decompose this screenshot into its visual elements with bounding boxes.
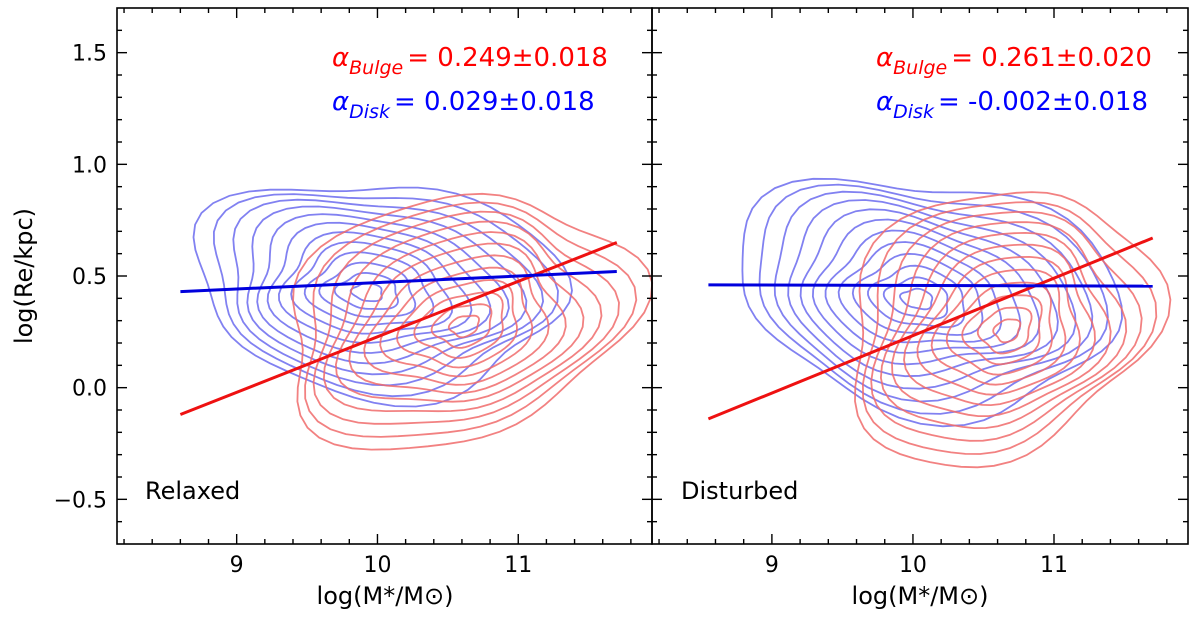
x-tick-label: 11	[504, 553, 532, 578]
x-axis-title-left: log(M*/M⊙)	[317, 582, 454, 610]
bulge-contour-level-7	[916, 255, 1081, 396]
panel-relaxed: 9 10 11−0.50.00.51.01.5 Relaxed αBulge = 0.…	[54, 7, 654, 578]
bulge-contour-level-12	[447, 314, 480, 339]
bulge-contour-level-8	[930, 268, 1067, 386]
bulge-fit-line	[179, 241, 618, 416]
bulge-contour-level-3	[312, 210, 620, 425]
disk-fit-line	[180, 270, 617, 294]
bulge-contour-level-5	[334, 231, 585, 403]
alpha-subscript: Disk	[349, 101, 391, 123]
bulge-contour-level-11	[976, 306, 1033, 355]
alpha-bulge-annotation: αBulge = 0.261±0.020	[876, 43, 1152, 79]
bulge-contour-level-9	[945, 281, 1053, 376]
y-tick-label: 0.0	[72, 377, 107, 402]
disk-contour-level-2	[758, 183, 1109, 415]
x-tick-label: 11	[1040, 553, 1068, 578]
bulge-contour-level-12	[992, 318, 1022, 344]
disk-contour-level-4	[246, 205, 528, 376]
alpha-value: = 0.029±0.018	[394, 87, 595, 117]
bulge-contour-level-5	[891, 231, 1112, 417]
x-axis-title-right: log(M*/M⊙)	[852, 582, 989, 610]
contour-layer	[741, 177, 1172, 469]
bulge-contour-level-6	[903, 243, 1096, 407]
bulge-contour-level-10	[961, 294, 1043, 366]
alpha-symbol: α	[332, 43, 349, 73]
tick-layer: 9 10 11	[652, 8, 1188, 578]
panel-disturbed: 9 10 11 Disturbed αBulge = 0.261±0.020 αDis…	[651, 7, 1189, 578]
y-tick-label: 0.5	[72, 265, 107, 290]
alpha-bulge-annotation: αBulge = 0.249±0.018	[332, 43, 608, 79]
tick-layer: 9 10 11 −0.5 0.0 0.5 1.0 1.5	[54, 8, 652, 578]
disk-contour-level-1	[192, 186, 573, 408]
disk-contour-level-3	[232, 198, 545, 387]
contour-layer	[192, 186, 654, 451]
bulge-contour-level-4	[322, 220, 603, 413]
disk-contour-level-12	[899, 287, 934, 311]
disk-fit-line	[708, 283, 1153, 288]
disk-contour-level-1	[741, 177, 1123, 428]
y-axis-title: log(Re/kpc)	[10, 208, 38, 344]
bulge-contour-level-9	[396, 279, 518, 369]
x-tick-label: 9	[230, 553, 244, 578]
panel-label: Relaxed	[145, 477, 240, 505]
disk-contour-level-12	[349, 282, 383, 303]
alpha-symbol: α	[876, 43, 893, 73]
alpha-disk-annotation: αDisk = -0.002±0.018	[876, 87, 1148, 123]
bulge-contour-level-10	[413, 291, 504, 359]
disk-contour-level-4	[787, 199, 1077, 390]
disk-contour-level-2	[212, 193, 559, 398]
y-tick-label: −0.5	[54, 488, 107, 513]
alpha-value: = 0.261±0.020	[951, 43, 1152, 73]
bulge-contour-level-2	[861, 201, 1158, 455]
bulge-contour-level-6	[348, 242, 567, 395]
alpha-disk-annotation: αDisk = 0.029±0.018	[332, 87, 595, 123]
bulge-contour-level-4	[879, 221, 1128, 430]
y-tick-label: 1.5	[72, 42, 107, 67]
x-tick-label: 10	[899, 553, 927, 578]
bulge-contour-level-2	[304, 201, 638, 438]
disk-contour-level-5	[799, 208, 1059, 378]
bulge-contour-level-11	[430, 303, 493, 349]
bulge-contour-level-8	[379, 266, 534, 378]
alpha-symbol: α	[332, 87, 349, 117]
x-tick-label: 10	[363, 553, 391, 578]
bulge-contour-level-1	[292, 192, 654, 451]
plot-frame	[651, 7, 1189, 545]
x-tick-label: 9	[765, 553, 779, 578]
alpha-value: = -0.002±0.018	[938, 87, 1148, 117]
alpha-subscript: Bulge	[893, 57, 947, 79]
disk-contour-level-5	[256, 213, 510, 365]
disk-contour-level-10	[318, 261, 417, 318]
bulge-fit-line	[707, 236, 1154, 421]
fit-lines-layer	[707, 236, 1154, 421]
disk-contour-level-6	[811, 218, 1041, 366]
disk-contour-level-7	[277, 231, 473, 344]
alpha-subscript: Bulge	[349, 57, 403, 79]
alpha-value: = 0.249±0.018	[407, 43, 608, 73]
disk-contour-level-10	[867, 264, 966, 329]
y-tick-label: 1.0	[72, 153, 107, 178]
fit-lines-layer	[179, 241, 618, 416]
panel-label: Disturbed	[681, 477, 798, 505]
bulge-contour-level-3	[870, 210, 1143, 442]
alpha-symbol: α	[876, 87, 893, 117]
alpha-subscript: Disk	[893, 101, 935, 123]
disk-contour-level-11	[333, 271, 399, 310]
